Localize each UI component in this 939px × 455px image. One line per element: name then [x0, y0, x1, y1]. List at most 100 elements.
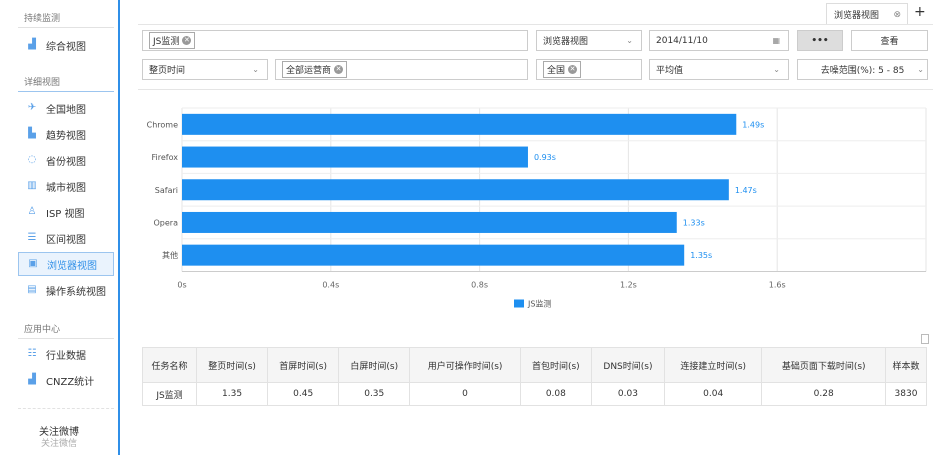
follow-weibo-link[interactable]: 关注微博 — [39, 427, 79, 438]
x-tick-label: 1.6s — [769, 281, 786, 290]
bar[interactable] — [182, 211, 677, 233]
tab-browser-view[interactable]: 浏览器视图 ⊗ — [826, 3, 908, 25]
sidebar-item-label: 省份视图 — [46, 156, 86, 168]
column-header: DNS时间(s) — [590, 347, 666, 383]
sidebar-item-label: ISP 视图 — [46, 208, 85, 220]
remove-icon[interactable]: ✕ — [568, 65, 578, 74]
noise-value: 去噪范围(%): 5 - 85 — [820, 66, 905, 76]
sidebar-item-label: 操作系统视图 — [46, 286, 106, 298]
sidebar-item-bar[interactable]: ▟ CNZZ统计 — [18, 368, 114, 392]
data-label: 1.47s — [735, 186, 757, 195]
isp-input[interactable]: 全部运营商 ✕ — [275, 59, 528, 80]
legend-swatch — [514, 299, 524, 308]
bar[interactable] — [182, 244, 685, 266]
calendar-icon[interactable]: ▦ — [772, 36, 780, 45]
x-tick-label: 0s — [177, 281, 186, 290]
follow-wechat-link[interactable]: 关注微信 — [40, 439, 77, 449]
range-icon: ☰ — [27, 232, 37, 243]
sidebar-item-city[interactable]: ▥ 城市视图 — [18, 174, 114, 198]
table-cell: 0.35 — [338, 382, 411, 406]
remove-icon[interactable]: ✕ — [334, 65, 344, 74]
region-tag-label: 全国 — [547, 66, 566, 76]
chevron-down-icon: ⌄ — [626, 36, 633, 45]
bar-icon: ▟ — [28, 374, 36, 385]
add-tab-button[interactable]: + — [914, 4, 926, 20]
export-icon[interactable] — [921, 334, 929, 344]
task-input[interactable]: JS监测 ✕ — [142, 30, 528, 51]
date-input[interactable]: 2014/11/10 ▦ — [649, 30, 789, 51]
sidebar-item-map[interactable]: ✈ 全国地图 — [18, 96, 114, 120]
browser-icon: ▣ — [28, 258, 38, 269]
sidebar-item-browser[interactable]: ▣ 浏览器视图 — [18, 252, 114, 276]
database-icon: ☷ — [27, 348, 37, 359]
sidebar-item-label: 行业数据 — [46, 350, 86, 362]
table-cell: 0.04 — [663, 382, 763, 406]
view-select[interactable]: 浏览器视图 ⌄ — [536, 30, 642, 51]
table-cell: 1.35 — [196, 382, 269, 406]
x-tick-label: 0.4s — [322, 281, 339, 290]
date-value: 2014/11/10 — [656, 35, 708, 46]
remove-icon[interactable]: ✕ — [182, 36, 192, 45]
sidebar-item-label: 浏览器视图 — [47, 260, 97, 272]
bar[interactable] — [182, 113, 737, 135]
isp-icon: ♙ — [27, 206, 37, 217]
category-label: Safari — [155, 186, 178, 195]
chevron-down-icon: ⌄ — [773, 65, 780, 74]
task-tag-label: JS监测 — [153, 37, 180, 47]
table-cell: 0 — [409, 382, 521, 406]
city-icon: ▥ — [27, 180, 37, 191]
sidebar-item-label: 趋势视图 — [46, 130, 86, 142]
sidebar-item-label: 综合视图 — [46, 41, 86, 53]
category-label: Firefox — [152, 153, 179, 162]
view-button[interactable]: 查看 — [851, 30, 928, 51]
x-tick-label: 1.2s — [620, 281, 637, 290]
section-label: 持续监测 — [24, 14, 61, 24]
section-label: 详细视图 — [24, 78, 61, 88]
region-input[interactable]: 全国 ✕ — [536, 59, 642, 80]
divider — [18, 408, 114, 409]
table-cell: 0.03 — [590, 382, 666, 406]
column-header: 连接建立时间(s) — [663, 347, 763, 383]
sidebar-item-label: 城市视图 — [46, 182, 86, 194]
category-label: 其他 — [162, 250, 178, 260]
sidebar-item-label: 全国地图 — [46, 104, 86, 116]
metric-select[interactable]: 整页时间 ⌄ — [142, 59, 268, 80]
divider — [18, 91, 114, 92]
sidebar-item-province[interactable]: ◌ 省份视图 — [18, 148, 114, 172]
category-label: Opera — [154, 218, 179, 227]
tab-label: 浏览器视图 — [834, 11, 880, 21]
map-icon: ✈ — [27, 102, 37, 113]
chart-icon: ▟ — [28, 39, 36, 50]
sidebar-item-database[interactable]: ☷ 行业数据 — [18, 342, 114, 366]
bar[interactable] — [182, 179, 729, 201]
column-header: 用户可操作时间(s) — [409, 347, 521, 383]
table-cell: 0.28 — [761, 382, 887, 406]
column-header: 整页时间(s) — [196, 347, 269, 383]
more-button[interactable]: ••• — [797, 30, 843, 51]
divider — [18, 338, 114, 339]
sidebar-item-range[interactable]: ☰ 区间视图 — [18, 226, 114, 250]
category-label: Chrome — [147, 120, 178, 129]
sidebar-item-isp[interactable]: ♙ ISP 视图 — [18, 200, 114, 224]
column-header: 首屏时间(s) — [267, 347, 340, 383]
sidebar-item-label: CNZZ统计 — [46, 376, 95, 388]
column-header: 首包时间(s) — [519, 347, 592, 383]
legend-label[interactable]: JS监测 — [527, 299, 551, 309]
close-icon[interactable]: ⊗ — [893, 9, 901, 20]
data-label: 1.35s — [690, 251, 712, 260]
sidebar-item-os[interactable]: ▤ 操作系统视图 — [18, 278, 114, 302]
sidebar-item-trend[interactable]: ▙ 趋势视图 — [18, 122, 114, 146]
stat-select[interactable]: 平均值 ⌄ — [649, 59, 789, 80]
divider — [138, 24, 933, 25]
column-header: 样本数 — [885, 347, 927, 383]
table-cell: 3830 — [885, 382, 927, 406]
column-header: 任务名称 — [141, 347, 198, 383]
region-tag: 全国 ✕ — [543, 61, 582, 78]
x-tick-label: 0.8s — [471, 281, 488, 290]
data-label: 1.33s — [683, 218, 705, 227]
noise-select[interactable]: 去噪范围(%): 5 - 85 ⌄ — [797, 59, 928, 80]
stat-value: 平均值 — [656, 66, 684, 76]
sidebar-item-overview[interactable]: ▟ 综合视图 — [18, 33, 114, 57]
column-header: 基础页面下载时间(s) — [761, 347, 887, 383]
bar[interactable] — [182, 146, 528, 168]
